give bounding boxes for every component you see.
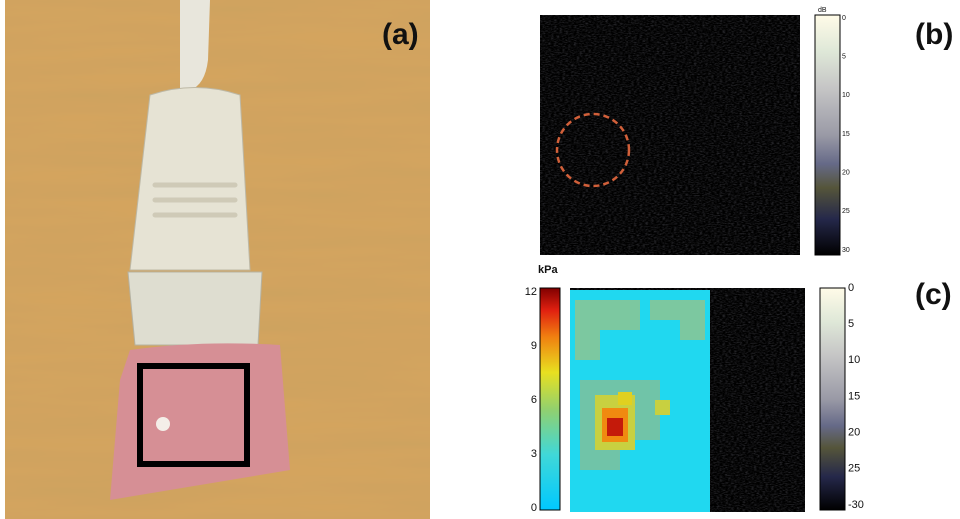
tick-label: 20: [848, 427, 860, 439]
tick-label: 20: [842, 170, 850, 177]
tick-label: 6: [531, 394, 537, 406]
tick-label: 10: [842, 92, 850, 99]
colorbar-ticks: 12 9 6 3 0: [525, 286, 537, 514]
photo: [5, 0, 430, 519]
colorbar-unit: kPa: [538, 264, 558, 276]
panel-label: (a): [382, 18, 419, 51]
colorbar: [540, 288, 560, 510]
tick-label: 25: [848, 463, 860, 475]
tick-label: 0: [531, 502, 537, 514]
tick-label: 5: [842, 54, 846, 61]
tick-label: 10: [848, 354, 860, 366]
panel-label: (b): [915, 18, 953, 51]
tick-label: 25: [842, 208, 850, 215]
colorbar-ticks: 0 5 10 15 20 25 30: [842, 15, 850, 254]
panel-label: (c): [915, 278, 952, 311]
tick-label: 30: [842, 247, 850, 254]
tick-label: 15: [842, 131, 850, 138]
colorbar: [820, 288, 845, 510]
tick-label: 3: [531, 448, 537, 460]
tick-label: 5: [848, 318, 854, 330]
tick-label: 12: [525, 286, 537, 298]
elastography-image: [570, 288, 805, 512]
tick-label: -30: [848, 499, 864, 511]
tick-label: 9: [531, 340, 537, 352]
colorbar-ticks: 0 5 10 15 20 25 -30: [848, 282, 864, 511]
tick-label: 0: [848, 282, 854, 294]
figure: (a) dB 051015202530 (b) kPa 129630 05101…: [0, 0, 960, 519]
tick-label: 15: [848, 390, 860, 402]
tick-label: 0: [842, 15, 846, 22]
ultrasound-image: [540, 15, 800, 255]
colorbar: [815, 15, 840, 255]
colorbar-unit: dB: [818, 7, 827, 14]
